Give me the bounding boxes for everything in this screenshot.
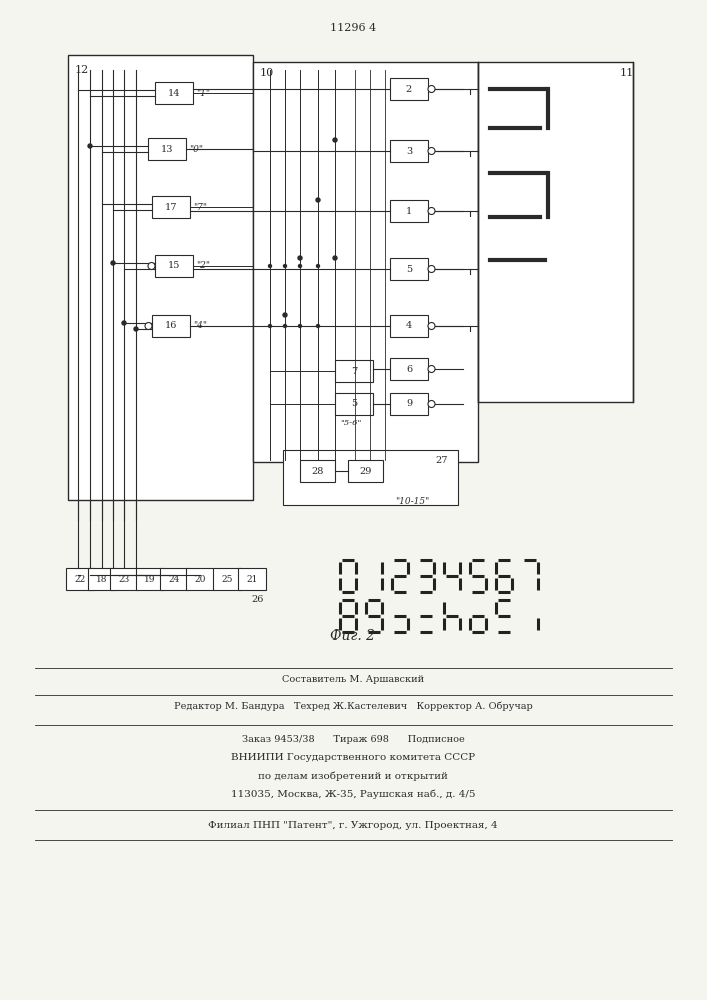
- Text: 24: 24: [168, 574, 180, 584]
- Bar: [148, 138, 186, 160]
- Bar: [390, 78, 428, 100]
- Text: 15: 15: [168, 261, 180, 270]
- Bar: [88, 568, 116, 590]
- Text: ВНИИПИ Государственного комитета СССР: ВНИИПИ Государственного комитета СССР: [231, 754, 475, 762]
- Text: "2": "2": [196, 261, 210, 270]
- Text: 19: 19: [144, 574, 156, 584]
- Bar: [152, 196, 190, 218]
- Circle shape: [88, 144, 92, 148]
- Bar: [283, 450, 458, 505]
- Circle shape: [283, 313, 287, 317]
- Text: 2: 2: [406, 85, 412, 94]
- Circle shape: [269, 264, 271, 267]
- Bar: [253, 62, 478, 462]
- Circle shape: [284, 324, 286, 328]
- Text: 27: 27: [435, 456, 448, 465]
- Circle shape: [298, 324, 301, 328]
- Text: 5: 5: [406, 264, 412, 273]
- Text: 5: 5: [351, 399, 357, 408]
- Text: 26: 26: [252, 595, 264, 604]
- Text: Фиг. 2: Фиг. 2: [330, 629, 375, 643]
- Circle shape: [145, 322, 152, 330]
- Text: "0": "0": [189, 144, 203, 153]
- Circle shape: [428, 265, 435, 272]
- Bar: [155, 255, 193, 277]
- Text: 14: 14: [168, 89, 180, 98]
- Text: 113035, Москва, Ж-35, Раушская наб., д. 4/5: 113035, Москва, Ж-35, Раушская наб., д. …: [230, 789, 475, 799]
- Text: Составитель М. Аршавский: Составитель М. Аршавский: [282, 676, 424, 684]
- Text: по делам изобретений и открытий: по делам изобретений и открытий: [258, 771, 448, 781]
- Text: Редактор М. Бандура   Техред Ж.Кастелевич   Корректор А. Обручар: Редактор М. Бандура Техред Ж.Кастелевич …: [174, 701, 532, 711]
- Bar: [110, 568, 138, 590]
- Text: 12: 12: [75, 65, 89, 75]
- Circle shape: [333, 138, 337, 142]
- Text: 25: 25: [221, 574, 233, 584]
- Text: Заказ 9453/38      Тираж 698      Подписное: Заказ 9453/38 Тираж 698 Подписное: [242, 736, 464, 744]
- Text: "10-15": "10-15": [395, 497, 429, 506]
- Text: 18: 18: [96, 574, 107, 584]
- Bar: [478, 62, 633, 402]
- Bar: [390, 140, 428, 162]
- Circle shape: [284, 264, 286, 267]
- Text: 11: 11: [620, 68, 634, 78]
- Circle shape: [317, 264, 320, 267]
- Bar: [152, 315, 190, 337]
- Bar: [335, 393, 373, 415]
- Text: 3: 3: [406, 146, 412, 155]
- Text: 21: 21: [246, 574, 257, 584]
- Circle shape: [122, 321, 126, 325]
- Bar: [335, 360, 373, 382]
- Text: 29: 29: [359, 466, 372, 476]
- Text: 6: 6: [406, 364, 412, 373]
- Circle shape: [148, 262, 155, 269]
- Circle shape: [428, 322, 435, 330]
- Text: 9: 9: [406, 399, 412, 408]
- Bar: [390, 258, 428, 280]
- Text: "4": "4": [193, 322, 207, 330]
- Circle shape: [134, 327, 138, 331]
- Text: 1: 1: [406, 207, 412, 216]
- Text: Филиал ПНП "Патент", г. Ужгород, ул. Проектная, 4: Филиал ПНП "Патент", г. Ужгород, ул. Про…: [208, 820, 498, 830]
- Text: 10: 10: [260, 68, 274, 78]
- Bar: [68, 55, 253, 500]
- Circle shape: [111, 261, 115, 265]
- Circle shape: [298, 256, 302, 260]
- Bar: [390, 200, 428, 222]
- Circle shape: [317, 324, 320, 328]
- Bar: [390, 315, 428, 337]
- Bar: [300, 460, 335, 482]
- Text: 23: 23: [118, 574, 129, 584]
- Bar: [186, 568, 214, 590]
- Circle shape: [316, 198, 320, 202]
- Circle shape: [428, 400, 435, 408]
- Text: "5-6": "5-6": [340, 419, 361, 427]
- Circle shape: [428, 147, 435, 154]
- Circle shape: [428, 208, 435, 215]
- Text: 20: 20: [194, 574, 206, 584]
- Text: "1": "1": [196, 89, 210, 98]
- Circle shape: [269, 324, 271, 328]
- Text: 28: 28: [311, 466, 324, 476]
- Bar: [390, 358, 428, 380]
- Bar: [390, 393, 428, 415]
- Text: "7": "7": [193, 202, 207, 212]
- Circle shape: [428, 86, 435, 93]
- Bar: [160, 568, 188, 590]
- Text: 7: 7: [351, 366, 357, 375]
- Bar: [238, 568, 266, 590]
- Text: 22: 22: [74, 574, 86, 584]
- Bar: [155, 82, 193, 104]
- Bar: [213, 568, 241, 590]
- Text: 16: 16: [165, 322, 177, 330]
- Circle shape: [333, 256, 337, 260]
- Text: 13: 13: [160, 144, 173, 153]
- Text: 4: 4: [406, 322, 412, 330]
- Text: 17: 17: [165, 202, 177, 212]
- Bar: [348, 460, 383, 482]
- Text: 11296 4: 11296 4: [330, 23, 376, 33]
- Bar: [66, 568, 94, 590]
- Circle shape: [298, 264, 301, 267]
- Bar: [136, 568, 164, 590]
- Circle shape: [428, 365, 435, 372]
